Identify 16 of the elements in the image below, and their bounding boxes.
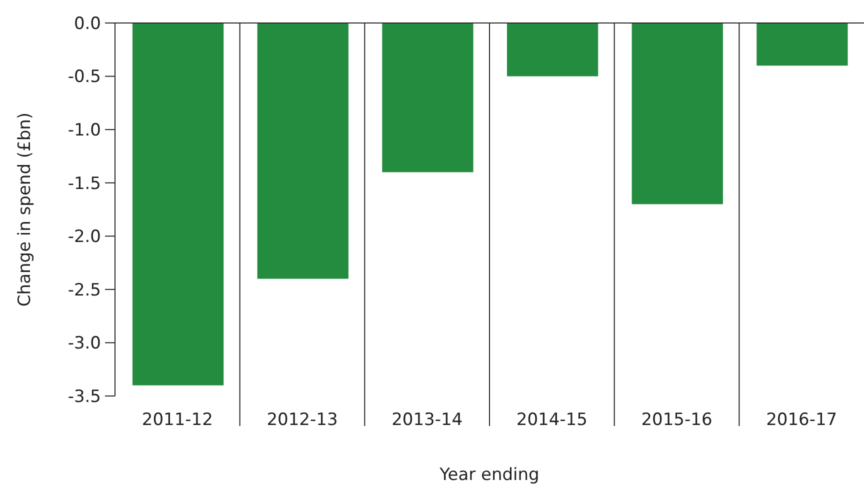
y-tick-label: -3.0: [68, 334, 101, 354]
x-tick-label: 2014-15: [516, 410, 588, 430]
y-tick-label: -1.0: [68, 120, 101, 141]
y-tick-label: -2.0: [68, 227, 101, 248]
x-tick-label: 2015-16: [641, 410, 712, 430]
y-tick-label: -2.5: [68, 280, 101, 300]
y-tick-label: -3.5: [68, 386, 101, 407]
y-axis-title: Change in spend (£bn): [15, 112, 35, 307]
x-axis-title: Year ending: [438, 465, 540, 484]
y-tick-label: 0.0: [74, 14, 101, 34]
y-tick-label: -0.5: [68, 67, 101, 88]
x-tick-label: 2012-13: [266, 410, 338, 430]
x-tick-label: 2013-14: [392, 410, 463, 430]
x-tick-label: 2016-17: [766, 410, 838, 430]
x-tick-label: 2011-12: [142, 410, 213, 430]
y-tick-label: -1.5: [68, 174, 101, 194]
